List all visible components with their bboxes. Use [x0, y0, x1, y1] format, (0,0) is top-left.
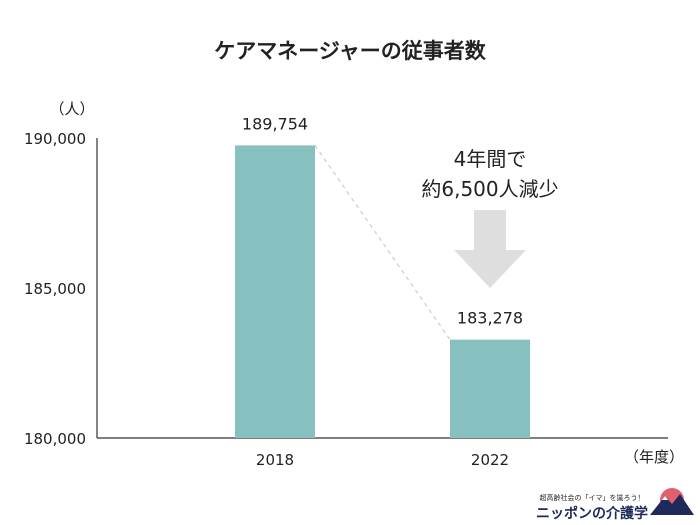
- x-tick-label: 2022: [471, 451, 509, 469]
- logo-tagline: 超高齢社会の「イマ」を識ろう！: [540, 493, 645, 502]
- bar-value-labels: 189,754 183,278: [242, 114, 523, 327]
- logo-name: ニッポンの介護学: [536, 505, 648, 522]
- y-axis-unit-label: （人）: [49, 100, 94, 118]
- site-logo: 超高齢社会の「イマ」を識ろう！ ニッポンの介護学: [536, 488, 694, 522]
- annotation: 4年間で 約6,500人減少: [421, 147, 559, 288]
- mountain-logo-icon: [650, 488, 694, 515]
- x-axis-unit-label: （年度）: [624, 448, 684, 466]
- annotation-line-1: 4年間で: [454, 147, 527, 171]
- chart-title: ケアマネージャーの従事者数: [214, 39, 487, 63]
- y-axis-tick-labels: 180,000 185,000 190,000: [24, 130, 86, 448]
- bar-value-label: 189,754: [242, 114, 308, 133]
- x-axis-tick-labels: 2018 2022: [256, 451, 509, 469]
- down-arrow-icon: [454, 210, 526, 288]
- y-tick-label: 190,000: [24, 130, 86, 148]
- bar-value-label: 183,278: [457, 309, 523, 328]
- y-tick-label: 185,000: [24, 280, 86, 298]
- bars: [235, 145, 530, 438]
- bar: [235, 145, 315, 438]
- trend-dashed-line: [314, 145, 451, 341]
- x-tick-label: 2018: [256, 451, 294, 469]
- bar: [450, 339, 530, 438]
- y-tick-label: 180,000: [24, 430, 86, 448]
- annotation-line-2: 約6,500人減少: [421, 177, 558, 201]
